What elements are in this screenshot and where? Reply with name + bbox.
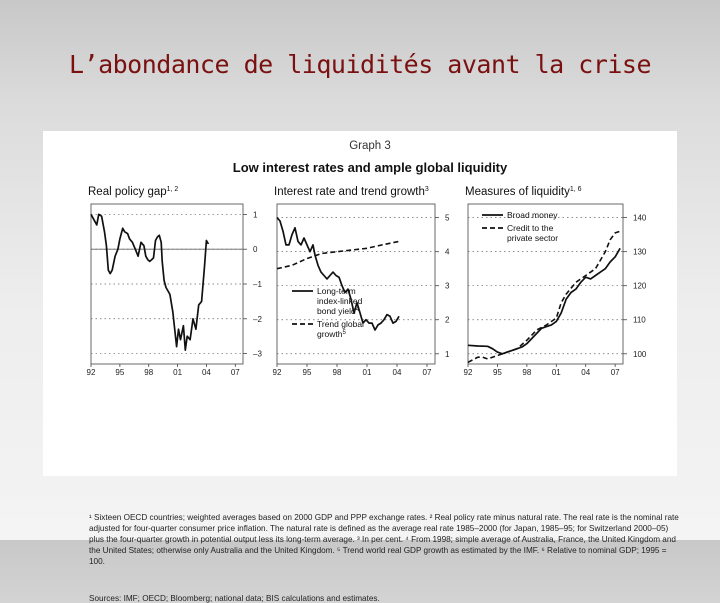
slide-title: L’abondance de liquidités avant la crise bbox=[68, 50, 652, 79]
y-tick-label: –3 bbox=[253, 350, 262, 359]
figure-label: Graph 3 bbox=[349, 140, 391, 152]
chart-2: Interest rate and trend growth3 5 4 3 2 1 92 95… bbox=[273, 186, 450, 377]
x-tick-label: 95 bbox=[303, 368, 312, 377]
y-tick-label: 5 bbox=[445, 214, 450, 223]
y-tick-label: 130 bbox=[633, 248, 647, 257]
chart-title-superscript: 1, 6 bbox=[570, 186, 582, 193]
legend-label: Broad money bbox=[507, 210, 558, 220]
y-tick-label: 1 bbox=[253, 210, 258, 219]
y-tick-label: 2 bbox=[445, 316, 450, 325]
y-tick-label: 140 bbox=[633, 214, 647, 223]
x-tick-label: 07 bbox=[423, 368, 432, 377]
x-tick-label: 01 bbox=[173, 368, 182, 377]
y-tick-label: 120 bbox=[633, 282, 647, 291]
x-tick-label: 04 bbox=[202, 368, 211, 377]
figure-title: Low interest rates and ample global liqu… bbox=[233, 160, 508, 175]
x-tick-label: 98 bbox=[333, 368, 342, 377]
legend-label-line: private sector bbox=[507, 233, 558, 243]
legend-label-line: bond yield bbox=[317, 306, 356, 316]
chart-title-superscript: 1, 2 bbox=[167, 186, 179, 193]
y-tick-label: 110 bbox=[633, 316, 646, 325]
legend-label: Trend global growth5 bbox=[317, 319, 364, 339]
chart-title: Measures of liquidity1, 6 bbox=[465, 186, 582, 198]
x-tick-label: 95 bbox=[115, 368, 124, 377]
y-tick-label: 0 bbox=[253, 245, 258, 254]
series-line bbox=[276, 217, 400, 331]
x-tick-label: 04 bbox=[581, 368, 590, 377]
chart-1: Real policy gap1, 2 1 0 –1 –2 –3 92 95 98 01 04 07 bbox=[87, 186, 263, 377]
figure-svg: Graph 3 Low interest rates and ample glo… bbox=[87, 140, 647, 377]
y-tick-label: 100 bbox=[633, 350, 647, 359]
chart-title: Real policy gap1, 2 bbox=[88, 186, 178, 198]
y-tick-label: 3 bbox=[445, 282, 450, 291]
legend-label-line: Trend global bbox=[317, 319, 364, 329]
x-tick-label: 04 bbox=[393, 368, 402, 377]
x-tick-label: 01 bbox=[552, 368, 561, 377]
plot-frame bbox=[276, 203, 436, 365]
plot-frame bbox=[467, 203, 624, 365]
legend-label-line: Broad money bbox=[507, 210, 558, 220]
chart-3: Measures of liquidity1, 6 140 130 120 110 100… bbox=[464, 186, 647, 377]
series-line bbox=[276, 240, 400, 270]
x-tick-label: 92 bbox=[87, 368, 96, 377]
y-tick-label: 4 bbox=[445, 248, 450, 257]
y-tick-label: –1 bbox=[253, 280, 262, 289]
legend-label-line: growth bbox=[317, 329, 343, 339]
legend-label: Long-term index-linked bond yield4 bbox=[317, 286, 363, 316]
x-tick-label: 92 bbox=[273, 368, 282, 377]
legend-label-line: Long-term bbox=[317, 286, 356, 296]
series-line bbox=[467, 230, 621, 364]
legend-superscript: 5 bbox=[343, 330, 347, 336]
figure-panel: Graph 3 Low interest rates and ample glo… bbox=[43, 131, 679, 603]
charts-group: Real policy gap1, 210–1–2–392 95 98 01 04 07I… bbox=[87, 186, 647, 377]
legend-label: Credit to the private sector bbox=[507, 223, 558, 243]
y-tick-label: 1 bbox=[445, 350, 450, 359]
x-tick-label: 01 bbox=[363, 368, 372, 377]
chart-title: Interest rate and trend growth3 bbox=[274, 186, 429, 198]
legend-superscript: 4 bbox=[356, 307, 360, 313]
x-tick-label: 98 bbox=[144, 368, 153, 377]
y-tick-label: –2 bbox=[253, 315, 262, 324]
legend-label-line: index-linked bbox=[317, 296, 363, 306]
x-tick-label: 98 bbox=[522, 368, 531, 377]
x-tick-label: 95 bbox=[493, 368, 502, 377]
chart-title-superscript: 3 bbox=[425, 186, 429, 193]
x-tick-label: 92 bbox=[464, 368, 473, 377]
legend-label-line: Credit to the bbox=[507, 223, 554, 233]
series-line bbox=[90, 213, 210, 351]
x-tick-label: 07 bbox=[231, 368, 240, 377]
x-tick-label: 07 bbox=[611, 368, 620, 377]
sources-text: Sources: IMF; OECD; Bloomberg; national … bbox=[89, 594, 380, 603]
